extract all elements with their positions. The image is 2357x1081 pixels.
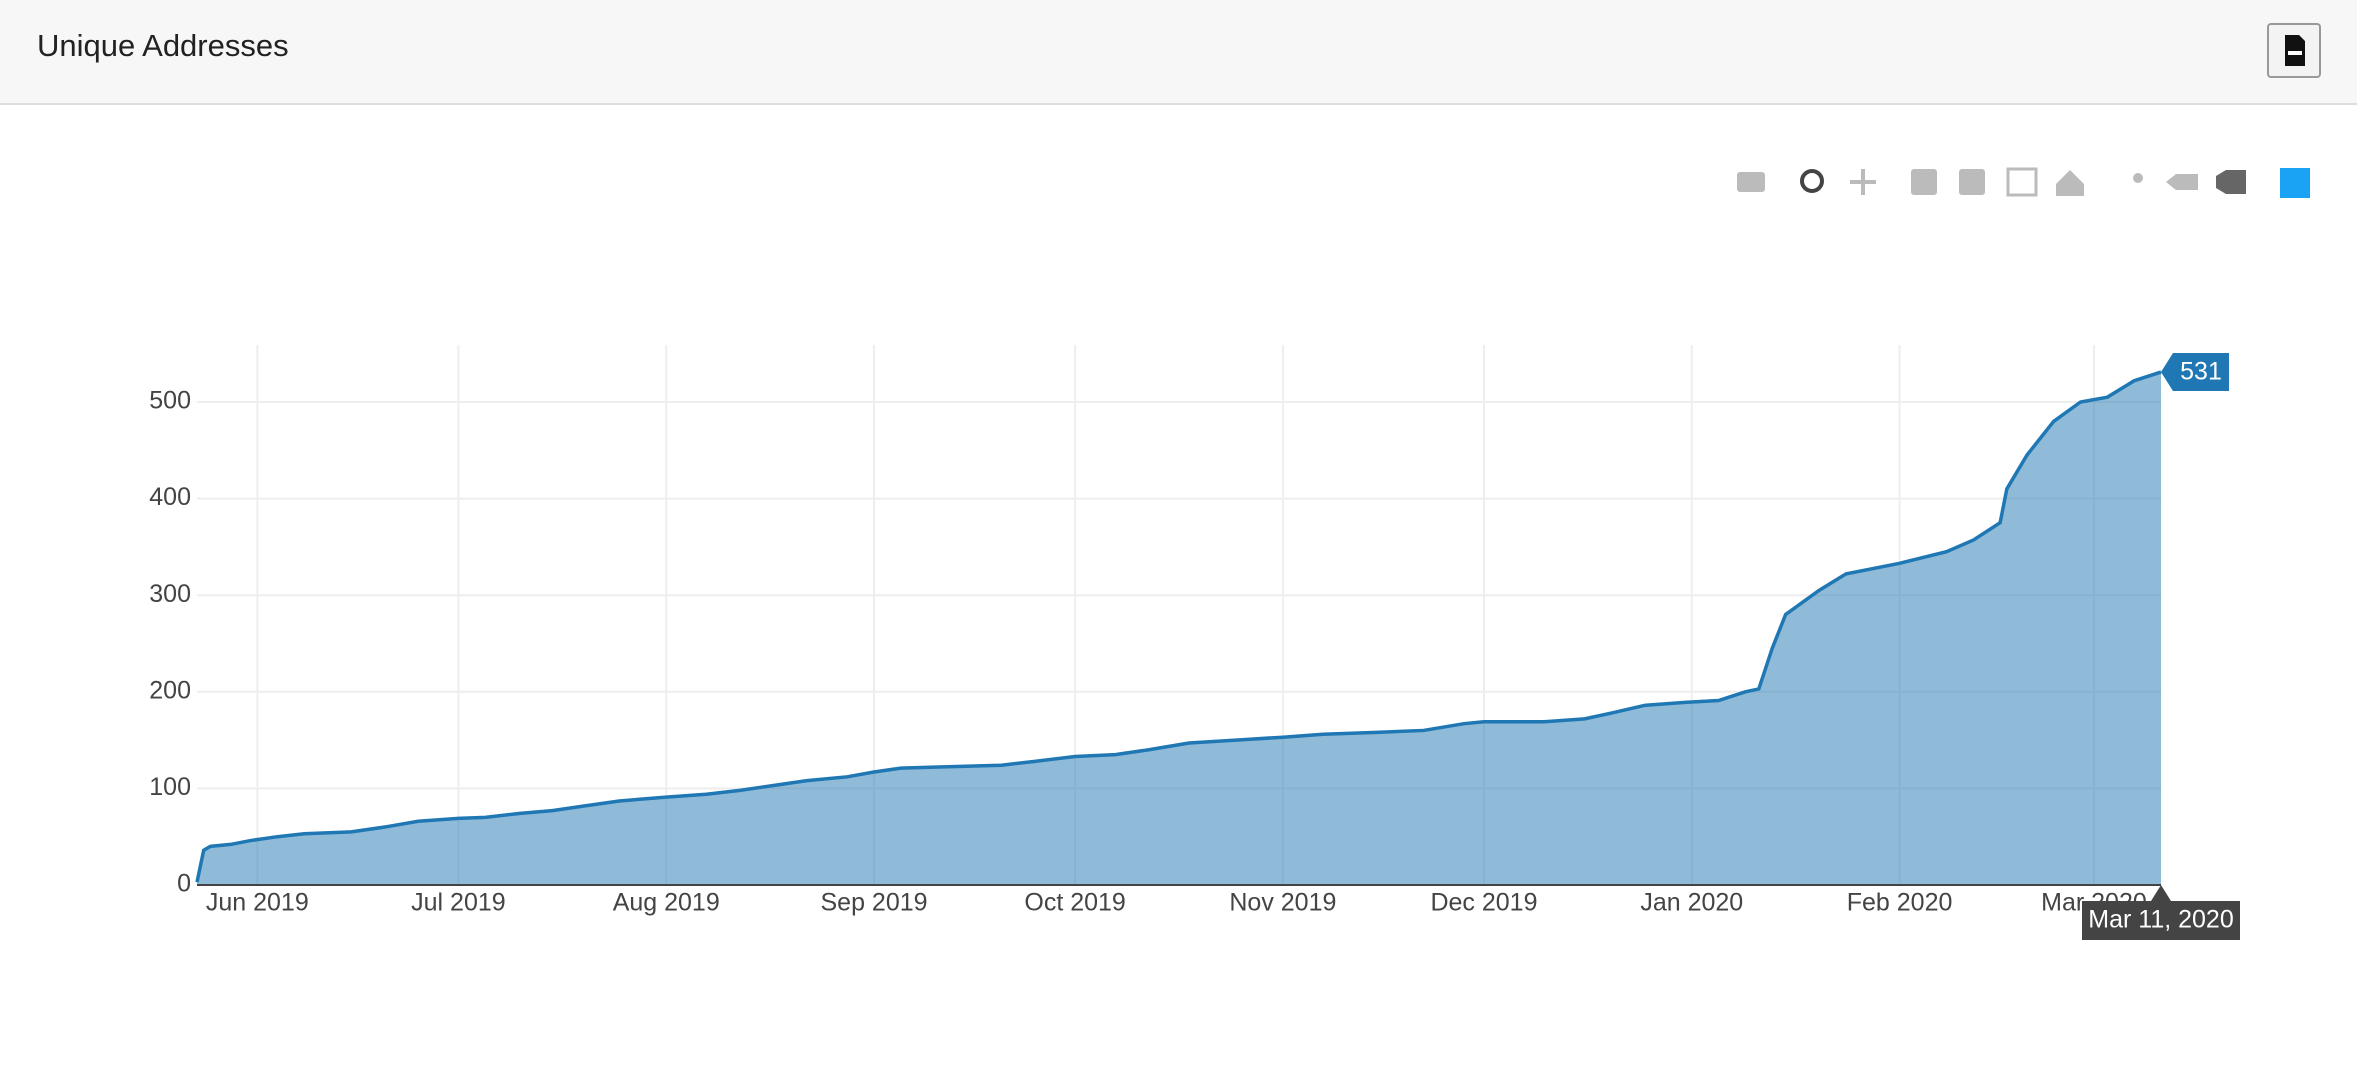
- modebar: [1737, 167, 2310, 198]
- zoom-in-icon[interactable]: [1911, 169, 1937, 195]
- x-tick-label: Nov 2019: [1229, 889, 1336, 917]
- x-tick-label: Aug 2019: [613, 889, 720, 917]
- header: Unique Addresses: [0, 0, 2357, 105]
- reset-icon[interactable]: [2056, 170, 2084, 196]
- area-fill: [197, 372, 2161, 885]
- y-tick-label: 200: [149, 676, 191, 704]
- y-tick-label: 100: [149, 773, 191, 801]
- hover-y-box: [2161, 353, 2229, 392]
- hover-y-label: 531: [2180, 358, 2222, 386]
- plotly-logo[interactable]: [2280, 168, 2310, 198]
- y-tick-label: 0: [177, 870, 191, 898]
- csv-icon: [2285, 35, 2305, 66]
- pan-icon[interactable]: [1850, 169, 1876, 195]
- line: [195, 370, 2162, 883]
- y-tick-label: 500: [149, 387, 191, 415]
- hover-x-label: Mar 11, 2020: [2088, 906, 2233, 934]
- hover-closest-icon[interactable]: [2166, 174, 2198, 190]
- autoscale-icon[interactable]: [2006, 167, 2038, 197]
- hover-x-box: [2082, 885, 2240, 940]
- hover-compare-icon[interactable]: [2216, 170, 2246, 194]
- x-tick-label: Sep 2019: [820, 889, 927, 917]
- x-tick-label: Jan 2020: [1640, 889, 1743, 917]
- x-tick-label: Jul 2019: [411, 889, 506, 917]
- x-tick-label: Oct 2019: [1024, 889, 1125, 917]
- spike-icon[interactable]: [2133, 173, 2143, 183]
- y-tick-label: 300: [149, 580, 191, 608]
- csv-button[interactable]: [2267, 23, 2321, 78]
- camera-icon[interactable]: [1737, 172, 1765, 192]
- zoom-icon[interactable]: [1800, 169, 1824, 193]
- x-tick-label: Dec 2019: [1430, 889, 1537, 917]
- y-tick-label: 400: [149, 483, 191, 511]
- title: Unique Addresses: [37, 28, 289, 63]
- x-tick-label: Jun 2019: [206, 889, 309, 917]
- zoom-out-icon[interactable]: [1959, 169, 1985, 195]
- x-tick-label: Feb 2020: [1847, 889, 1953, 917]
